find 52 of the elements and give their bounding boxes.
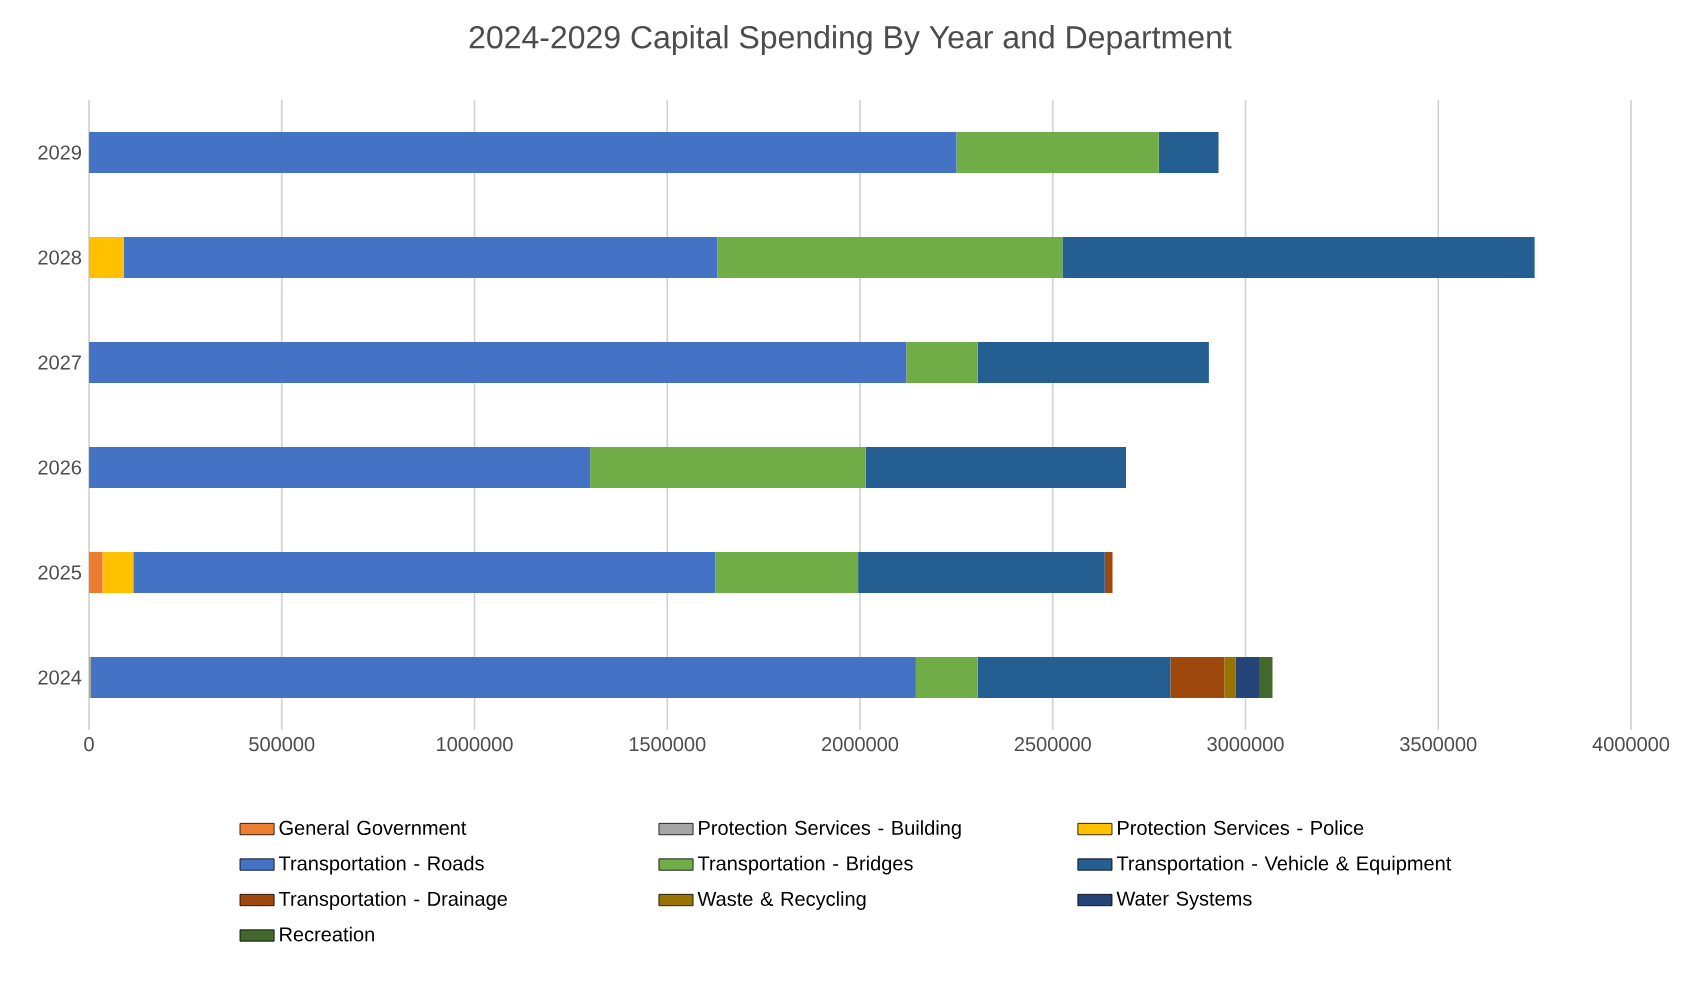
bar xyxy=(133,552,716,593)
y-tick-label: 2025 xyxy=(38,565,82,580)
bar xyxy=(590,447,866,488)
bar xyxy=(1259,657,1273,698)
bar xyxy=(89,552,103,593)
bar xyxy=(90,657,916,698)
legend-label: Protection Services - Building xyxy=(699,820,961,839)
bar xyxy=(102,552,134,593)
x-tick-label: 3500000 xyxy=(1400,737,1477,752)
bar xyxy=(89,447,591,488)
x-tick-label: 0 xyxy=(84,737,94,752)
bar xyxy=(715,552,859,593)
legend-label: Recreation xyxy=(280,926,374,942)
x-tick-label: 3000000 xyxy=(1207,737,1284,752)
bar xyxy=(858,552,1105,593)
bar xyxy=(1104,552,1113,593)
y-tick-label: 2026 xyxy=(38,460,82,475)
y-tick-label: 2029 xyxy=(38,145,81,160)
bar xyxy=(123,237,718,278)
bar xyxy=(89,237,124,278)
x-tick-label: 1500000 xyxy=(629,737,706,752)
bar xyxy=(977,342,1209,383)
legend-label: Transportation - Roads xyxy=(278,855,484,875)
x-tick-label: 500000 xyxy=(249,737,315,752)
y-tick-label: 2028 xyxy=(38,250,82,265)
legend-label: Transportation - Vehicle & Equipment xyxy=(1116,855,1452,875)
bar xyxy=(89,132,957,174)
x-tick-label: 2500000 xyxy=(1014,737,1091,752)
bar xyxy=(956,132,1159,174)
legend-label: Waste & Recycling xyxy=(697,891,866,910)
bar xyxy=(906,342,978,383)
x-tick-label: 2000000 xyxy=(822,737,899,752)
chart-title: 2024-2029 Capital Spending By Year and Department xyxy=(469,25,1232,55)
bar xyxy=(1170,657,1225,698)
y-tick-label: 2024 xyxy=(38,670,82,685)
bar xyxy=(89,342,907,383)
bar xyxy=(865,447,1126,488)
bar xyxy=(1235,657,1259,698)
bar xyxy=(977,657,1171,698)
x-tick-label: 4000000 xyxy=(1592,737,1670,752)
legend-label: Protection Services - Police xyxy=(1118,820,1364,835)
x-tick-label: 1000000 xyxy=(437,737,513,752)
legend-label: Transportation - Drainage xyxy=(278,891,507,910)
legend-label: Water Systems xyxy=(1116,891,1252,910)
bar xyxy=(1224,657,1236,698)
y-tick-label: 2027 xyxy=(38,355,81,370)
legend-label: Transportation - Bridges xyxy=(697,855,913,875)
bar xyxy=(717,237,1063,278)
bar xyxy=(1062,237,1535,278)
bar xyxy=(1158,132,1219,174)
legend-label: General Government xyxy=(279,820,467,835)
bar xyxy=(915,657,978,698)
